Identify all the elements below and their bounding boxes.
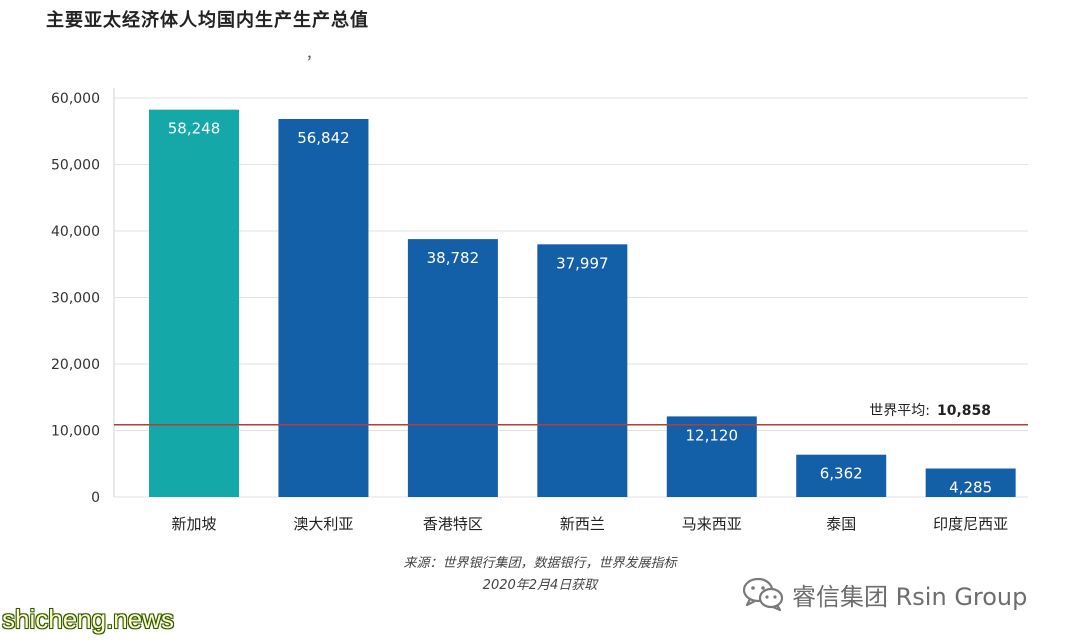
wechat-icon xyxy=(742,577,784,612)
y-tick-label: 50,000 xyxy=(51,158,100,174)
y-tick-label: 40,000 xyxy=(51,224,100,240)
y-tick-label: 10,000 xyxy=(51,424,100,440)
reference-line: 世界平均: 10,858 xyxy=(114,403,1028,426)
x-tick-label: 新加坡 xyxy=(171,515,216,533)
bar xyxy=(149,109,239,497)
title-note: ， xyxy=(306,47,320,63)
wechat-branding: 睿信集团 Rsin Group xyxy=(742,576,1027,612)
chart-title: 主要亚太经济体人均国内生产生产总值 xyxy=(46,10,369,31)
bar-value-label: 56,842 xyxy=(297,129,350,147)
y-tick-label: 20,000 xyxy=(51,357,100,373)
x-tick-label: 印度尼西亚 xyxy=(933,515,1008,533)
bar xyxy=(407,239,498,497)
y-tick-label: 60,000 xyxy=(51,91,100,107)
bar-value-label: 58,248 xyxy=(168,120,221,138)
bars: 58,248 56,842 38,782 37,997 12,120 6,362 4,285 xyxy=(149,109,1016,497)
bar-value-label: 38,782 xyxy=(427,249,480,267)
y-tick-label: 0 xyxy=(91,490,100,506)
world-average-label: 世界平均: xyxy=(869,403,930,419)
x-tick-label: 澳大利亚 xyxy=(293,515,353,533)
x-tick-label: 新西兰 xyxy=(560,515,605,533)
bar xyxy=(278,119,369,497)
bar-value-label: 4,285 xyxy=(949,479,992,497)
bar-value-label: 37,997 xyxy=(556,254,609,272)
bar xyxy=(796,454,887,497)
world-average-value: 10,858 xyxy=(937,403,991,419)
bar xyxy=(925,468,1016,497)
y-tick-label: 30,000 xyxy=(51,291,100,307)
account-name: 睿信集团 Rsin Group xyxy=(792,582,1028,611)
bar-value-label: 6,362 xyxy=(820,465,863,483)
source-line: 来源：世界银行集团，数据银行，世界发展指标 xyxy=(403,556,677,571)
x-tick-label: 香港特区 xyxy=(423,515,483,533)
bar-chart: 0 10,000 20,000 30,000 40,000 50,000 60,000 58… xyxy=(51,88,1028,533)
x-axis: 新加坡 澳大利亚 香港特区 新西兰 马来西亚 泰国 印度尼西亚 xyxy=(171,515,1008,533)
y-axis: 0 10,000 20,000 30,000 40,000 50,000 60,000 xyxy=(51,91,100,506)
bar xyxy=(537,244,628,497)
source-date: 2020年2月4日获取 xyxy=(482,578,598,593)
watermark-text: shicheng.news xyxy=(2,604,174,634)
bar xyxy=(666,416,757,497)
bar-value-label: 12,120 xyxy=(686,426,739,444)
x-tick-label: 泰国 xyxy=(826,515,856,533)
x-tick-label: 马来西亚 xyxy=(682,515,742,533)
